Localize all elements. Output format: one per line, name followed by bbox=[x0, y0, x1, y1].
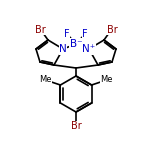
Text: B⁻: B⁻ bbox=[70, 39, 82, 49]
Text: Me: Me bbox=[100, 76, 113, 85]
Text: Br: Br bbox=[107, 25, 117, 35]
Text: F: F bbox=[64, 29, 70, 39]
Text: N⁺: N⁺ bbox=[82, 44, 96, 54]
Text: Br: Br bbox=[71, 121, 81, 131]
Text: F: F bbox=[82, 29, 88, 39]
Text: Me: Me bbox=[39, 76, 52, 85]
Text: Br: Br bbox=[35, 25, 45, 35]
Text: N: N bbox=[59, 44, 67, 54]
